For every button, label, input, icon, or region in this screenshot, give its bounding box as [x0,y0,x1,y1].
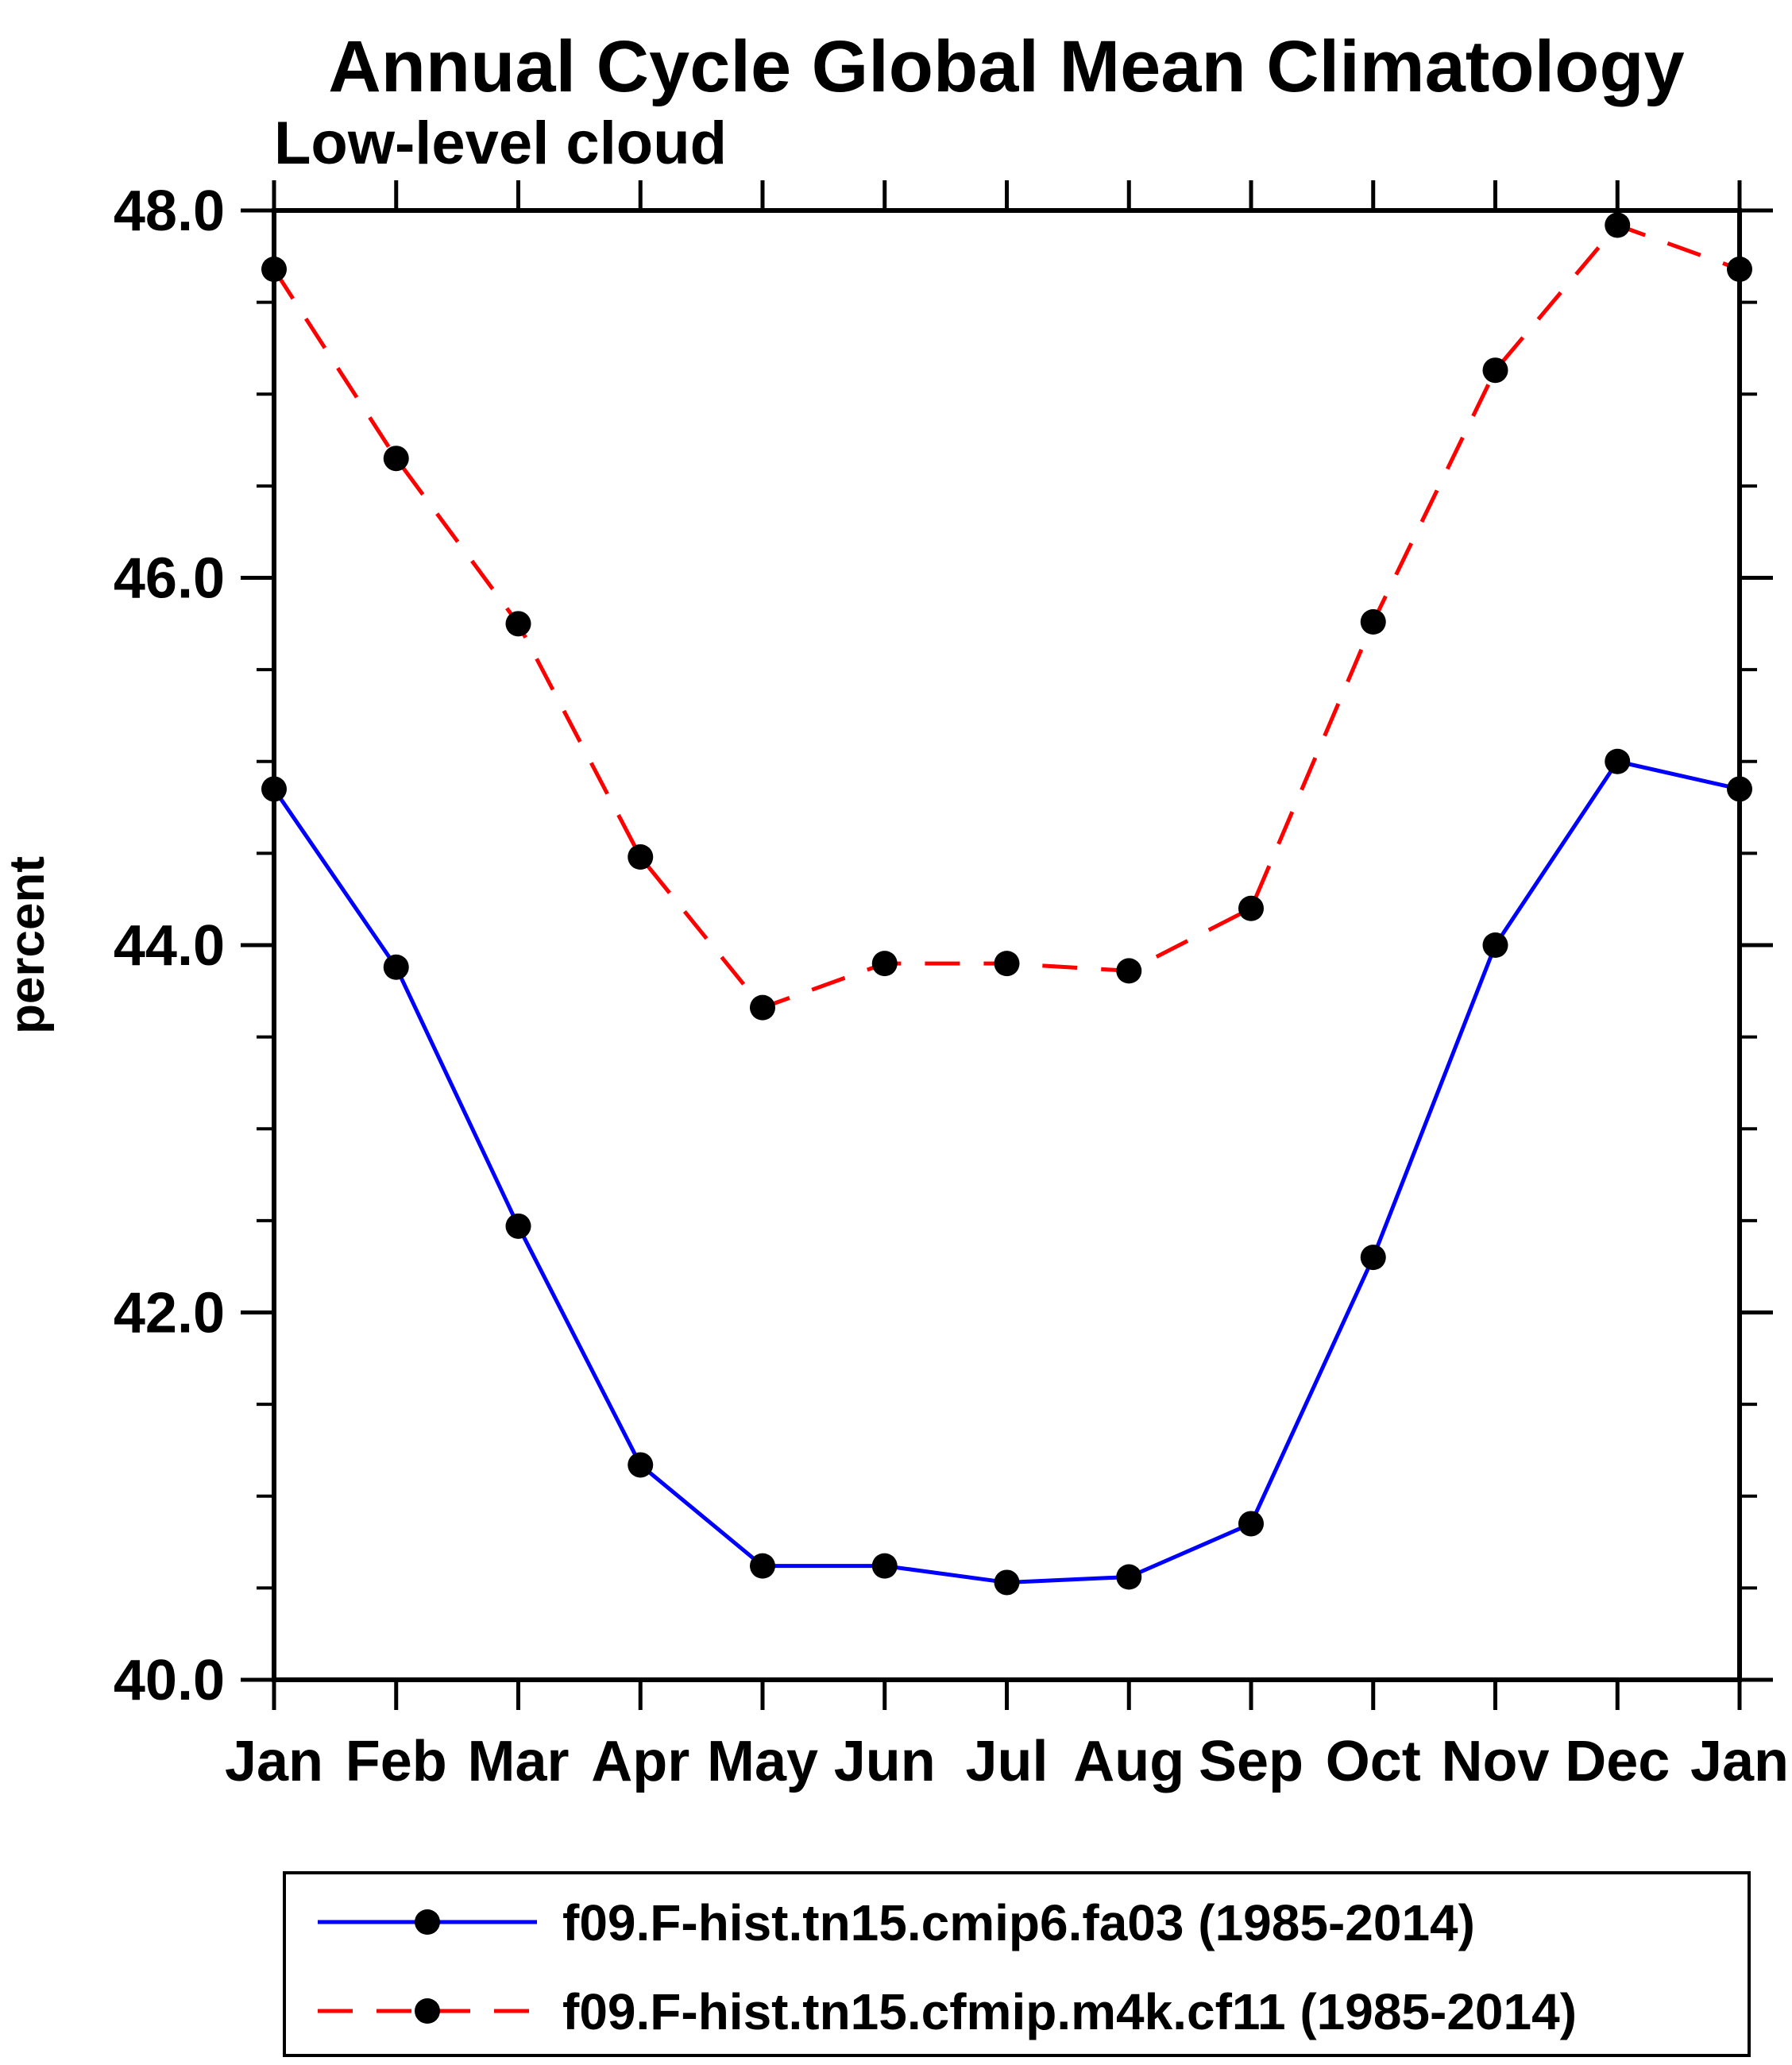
x-tick-label: Jan [225,1730,323,1793]
y-tick-label: 46.0 [114,547,225,611]
x-tick-label: Mar [467,1730,569,1793]
legend-box [283,1871,1751,2057]
legend-marker-1 [415,1998,440,2024]
x-tick-label: Apr [591,1730,689,1793]
legend-entry-0: f09.F-hist.tn15.cmip6.fa03 (1985-2014) [318,1894,1475,1951]
series-0-marker [1116,1564,1142,1590]
chart-title: Annual Cycle Global Mean Climatology [328,26,1684,107]
x-tick-label: Jul [965,1730,1048,1793]
series-1-marker [994,951,1020,977]
x-tick-label: Jun [834,1730,936,1793]
x-tick-label: Jan [1690,1730,1789,1793]
series-1-marker [750,994,775,1021]
series-0-marker [750,1553,775,1579]
legend-label-1: f09.F-hist.tn15.cfmip.m4k.cf11 (1985-201… [562,1983,1577,2040]
series-1-marker [261,257,287,282]
series-0-marker [1360,1245,1386,1271]
series-0-marker [261,776,287,802]
series-0-marker [1238,1511,1264,1537]
legend-marker-0 [415,1909,440,1935]
x-tick-label: Feb [346,1730,447,1793]
x-tick-label: May [707,1730,818,1793]
series-line-0 [272,759,1740,1584]
plot-frame [272,208,1742,1682]
y-tick-label: 40.0 [114,1649,225,1712]
legend: f09.F-hist.tn15.cmip6.fa03 (1985-2014) f0… [283,1871,1751,2057]
series-1-marker [1727,257,1752,282]
series-line-1 [272,223,1740,1010]
series-0-marker [1482,932,1508,958]
series-0-marker [1727,776,1752,802]
series-1-marker [628,844,654,870]
plot-area: Jan Feb Mar Apr May Jun Jul Aug Sep Oct Nov Dec Jan4… [114,179,1789,1793]
series-1-marker [1116,958,1142,984]
series-1-marker [1238,895,1264,921]
series-0-marker [1605,748,1631,774]
series-0-marker [994,1569,1020,1596]
series-1-marker [383,446,409,472]
legend-label-0: f09.F-hist.tn15.cmip6.fa03 (1985-2014) [562,1894,1475,1951]
series-1-marker [1360,609,1386,635]
x-tick-label: Oct [1326,1730,1421,1793]
series-0-marker [628,1452,654,1478]
series-0-marker [383,954,409,980]
y-tick-label: 48.0 [114,179,225,243]
x-tick-label: Aug [1073,1730,1184,1793]
x-tick-label: Sep [1199,1730,1303,1793]
series-1-marker [1605,212,1631,238]
series-0-marker [871,1553,898,1579]
series-0-marker [505,1213,531,1239]
x-tick-label: Nov [1441,1730,1549,1793]
series-1-marker [505,611,531,637]
series-1-marker [871,951,898,977]
series-1-marker [1482,357,1508,384]
x-tick-label: Dec [1565,1730,1670,1793]
y-tick-label: 44.0 [114,914,225,978]
y-axis-label: percent [0,856,55,1034]
chart-subtitle: Low-level cloud [274,110,727,177]
y-tick-label: 42.0 [114,1282,225,1345]
legend-entry-1: f09.F-hist.tn15.cfmip.m4k.cf11 (1985-201… [318,1983,1577,2040]
